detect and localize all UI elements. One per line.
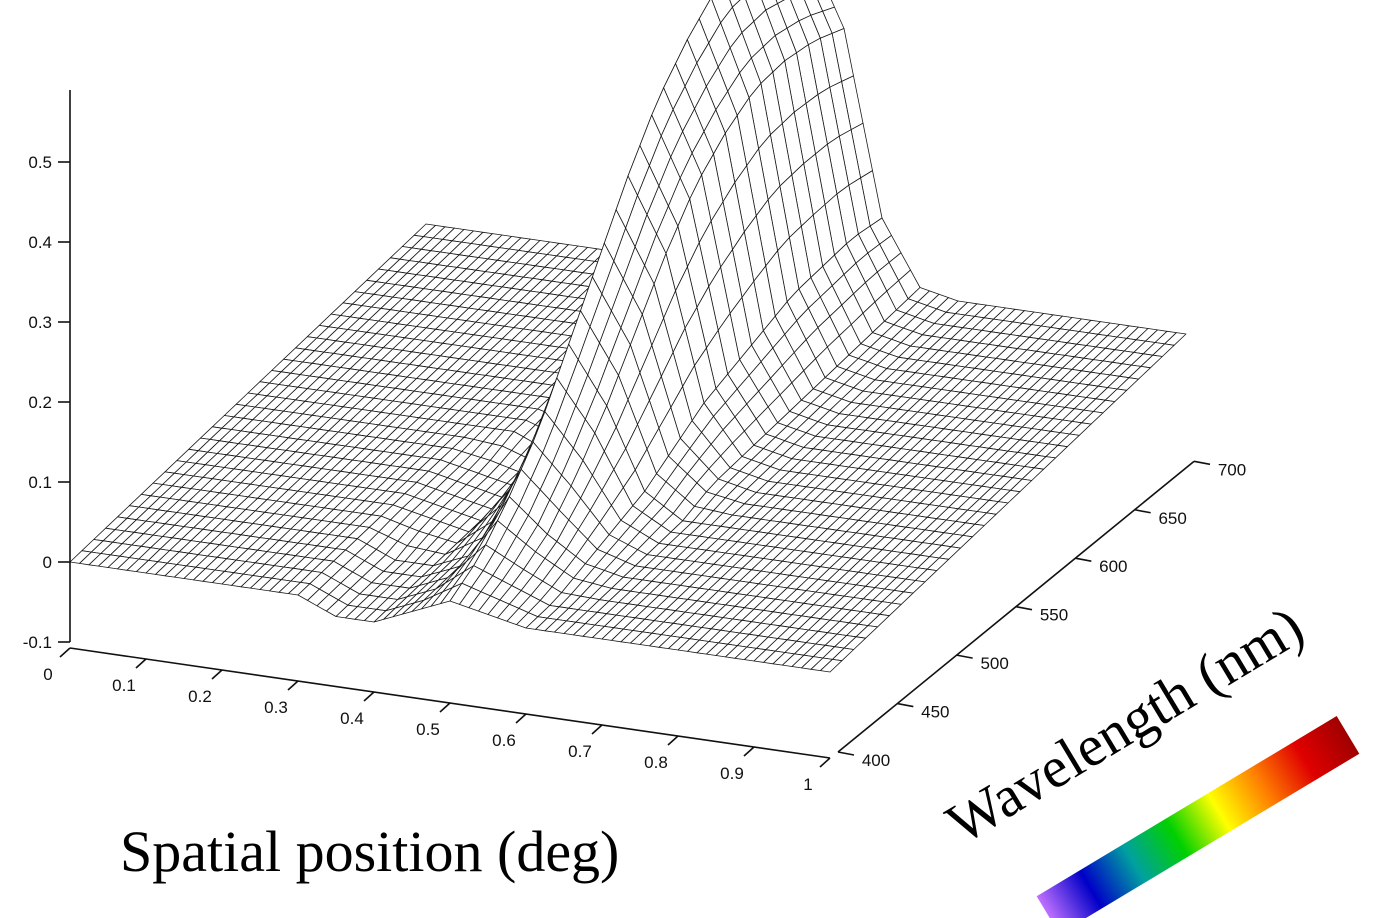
z-tick-label: 0.3 bbox=[28, 313, 52, 332]
x-tick-mark bbox=[667, 735, 679, 746]
mesh-cell bbox=[820, 659, 843, 673]
y-tick-label: 500 bbox=[980, 654, 1008, 673]
z-tick-label: 0.5 bbox=[28, 153, 52, 172]
mesh-cell bbox=[729, 0, 741, 8]
z-tick-label: 0 bbox=[43, 553, 52, 572]
x-tick-mark bbox=[591, 724, 603, 735]
y-tick-label: 400 bbox=[862, 751, 890, 770]
x-tick-mark bbox=[135, 658, 147, 669]
x-tick-mark bbox=[743, 746, 755, 757]
z-tick-label: 0.2 bbox=[28, 393, 52, 412]
z-tick-label: 0.1 bbox=[28, 473, 52, 492]
x-tick-mark bbox=[819, 757, 831, 768]
x-tick-label: 0.9 bbox=[720, 764, 744, 783]
x-tick-mark bbox=[515, 713, 527, 724]
x-tick-mark bbox=[363, 691, 375, 702]
x-tick-label: 0.4 bbox=[340, 709, 364, 728]
y-tick-label: 600 bbox=[1099, 557, 1127, 576]
y-tick-mark bbox=[1193, 460, 1211, 466]
y-tick-label: 450 bbox=[921, 703, 949, 722]
y-tick-mark bbox=[1134, 508, 1151, 514]
y-tick-mark bbox=[1075, 557, 1092, 562]
x-tick-label: 0.8 bbox=[644, 753, 668, 772]
y-tick-label: 550 bbox=[1040, 606, 1068, 625]
x-tick-label: 0.6 bbox=[492, 731, 516, 750]
surface-mesh bbox=[69, 0, 1187, 673]
x-tick-mark bbox=[211, 669, 223, 680]
x-tick-label: 0 bbox=[43, 665, 52, 684]
x-tick-label: 0.5 bbox=[416, 720, 440, 739]
x-tick-mark bbox=[287, 680, 299, 691]
x-tick-mark bbox=[439, 702, 451, 713]
x-tick-label: 0.7 bbox=[568, 742, 592, 761]
z-tick-label: -0.1 bbox=[23, 633, 52, 652]
x-tick-label: 0.3 bbox=[264, 698, 288, 717]
z-tick-label: 0.4 bbox=[28, 233, 52, 252]
axes bbox=[58, 90, 1211, 768]
x-axis-label: Spatial position (deg) bbox=[120, 819, 620, 884]
y-tick-mark bbox=[1015, 605, 1033, 611]
wavelength-colorbar bbox=[1036, 716, 1360, 918]
x-tick-mark bbox=[59, 647, 71, 658]
y-tick-mark bbox=[837, 751, 855, 756]
x-tick-label: 1 bbox=[803, 775, 812, 794]
y-tick-label: 700 bbox=[1218, 460, 1246, 479]
y-tick-mark bbox=[956, 654, 973, 659]
x-tick-label: 0.2 bbox=[188, 687, 212, 706]
x-tick-label: 0.1 bbox=[112, 676, 136, 695]
spectrum-bar bbox=[1036, 716, 1360, 918]
tick-labels: -0.1 0 0.1 0.2 0.3 0.4 0.5 0 0.1 0.2 0.3 0.4 0.5 0.6 0… bbox=[23, 153, 1246, 794]
y-tick-mark bbox=[897, 702, 914, 708]
y-tick-label: 650 bbox=[1158, 509, 1186, 528]
